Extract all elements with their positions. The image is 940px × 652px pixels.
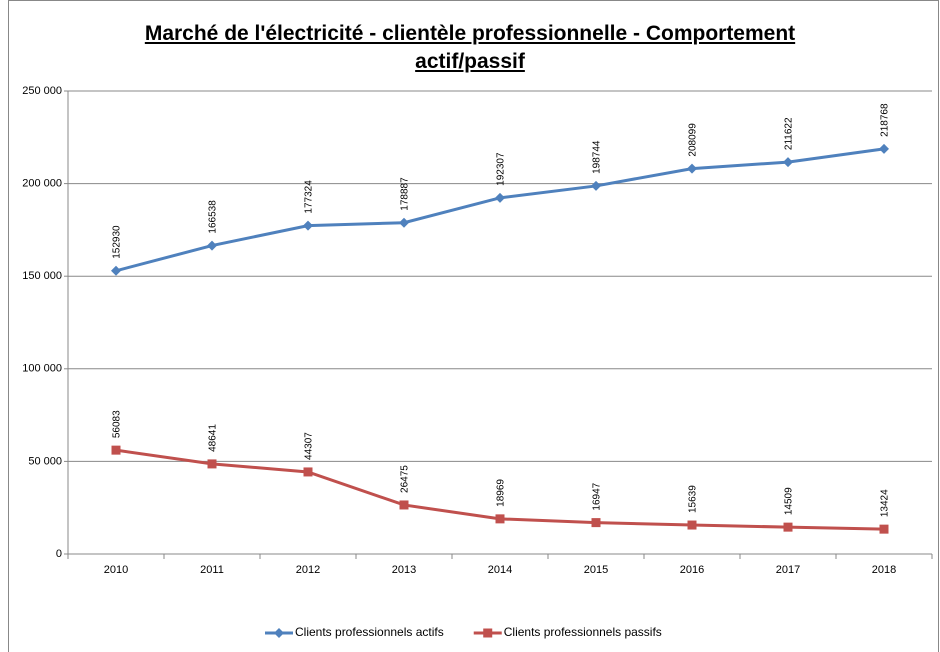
data-label: 178887 xyxy=(400,177,411,211)
data-point xyxy=(591,518,601,528)
data-point xyxy=(399,500,409,510)
data-point xyxy=(879,143,889,154)
data-label: 14509 xyxy=(784,487,795,515)
data-point xyxy=(783,522,793,532)
data-label: 208099 xyxy=(688,123,699,157)
legend-label: Clients professionnels passifs xyxy=(504,625,662,639)
data-label: 218768 xyxy=(880,103,891,137)
data-point xyxy=(879,524,889,534)
legend-marker xyxy=(274,628,284,638)
x-tick-label: 2017 xyxy=(776,564,800,576)
data-point xyxy=(687,520,697,530)
data-point xyxy=(207,240,217,251)
x-tick-label: 2012 xyxy=(296,564,320,576)
y-tick-label: 150 000 xyxy=(22,270,62,282)
x-tick-label: 2010 xyxy=(104,564,128,576)
data-point xyxy=(207,459,217,469)
x-tick-label: 2011 xyxy=(200,564,224,576)
y-tick-label: 50 000 xyxy=(28,455,62,467)
y-tick-label: 200 000 xyxy=(22,178,62,190)
x-tick-label: 2014 xyxy=(488,564,512,576)
x-tick-label: 2016 xyxy=(680,564,704,576)
data-point xyxy=(687,163,697,174)
data-point xyxy=(591,180,601,191)
legend-label: Clients professionnels actifs xyxy=(295,625,444,639)
data-label: 152930 xyxy=(112,225,123,259)
chart-border xyxy=(8,0,939,652)
data-point xyxy=(303,220,313,231)
data-label: 44307 xyxy=(304,432,315,460)
data-point xyxy=(111,445,121,455)
chart-title: Marché de l'électricité - clientèle prof… xyxy=(144,22,796,73)
data-label: 16947 xyxy=(592,482,603,510)
data-label: 198744 xyxy=(592,140,603,174)
data-label: 15639 xyxy=(688,485,699,513)
data-label: 26475 xyxy=(400,465,411,493)
data-label: 18969 xyxy=(496,479,507,507)
data-label: 192307 xyxy=(496,152,507,186)
data-label: 211622 xyxy=(784,117,795,150)
x-tick-label: 2015 xyxy=(584,564,608,576)
x-tick-label: 2018 xyxy=(872,564,896,576)
y-tick-label: 250 000 xyxy=(22,85,62,97)
data-label: 13424 xyxy=(880,489,891,517)
x-tick-label: 2013 xyxy=(392,564,416,576)
data-point xyxy=(783,157,793,168)
data-point xyxy=(111,265,121,276)
y-tick-label: 0 xyxy=(56,548,62,560)
data-label: 166538 xyxy=(208,200,219,234)
data-label: 177324 xyxy=(304,180,315,214)
data-label: 56083 xyxy=(112,410,123,438)
data-point xyxy=(399,217,409,228)
legend-marker xyxy=(483,628,493,638)
data-point xyxy=(303,467,313,477)
data-point xyxy=(495,192,505,203)
data-point xyxy=(495,514,505,524)
y-tick-label: 100 000 xyxy=(22,363,62,375)
data-label: 48641 xyxy=(208,424,219,452)
